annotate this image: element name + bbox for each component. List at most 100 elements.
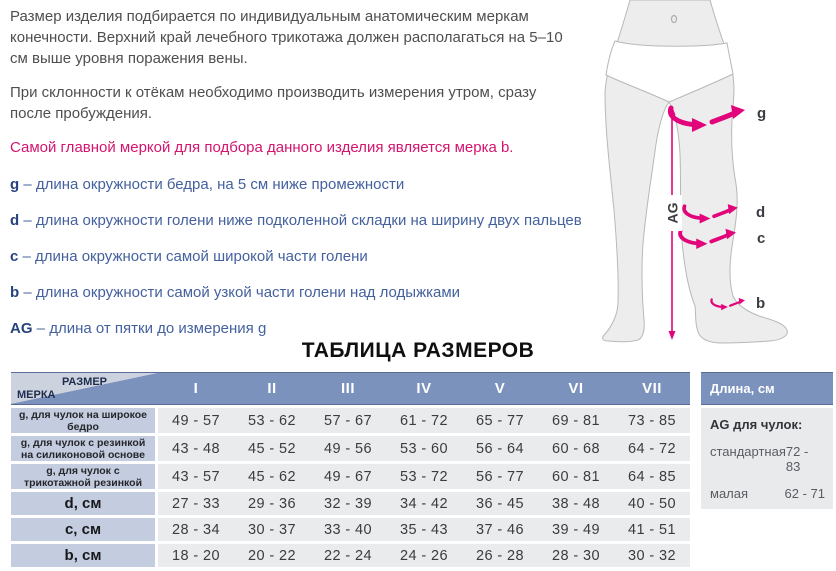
- row-label: g, для чулок на широкое бедро: [11, 408, 155, 433]
- row-label: b, см: [11, 544, 155, 567]
- measure-key: b: [10, 284, 20, 301]
- intro-text: Размер изделия подбирается по индивидуал…: [10, 6, 650, 354]
- table-cell: 45 - 52: [248, 440, 296, 457]
- length-label: стандартная: [710, 444, 786, 459]
- corner-size-label: РАЗМЕР: [61, 376, 108, 388]
- table-cell: 40 - 50: [628, 495, 676, 512]
- size-column-header: III: [340, 380, 355, 397]
- size-table-title: ТАБЛИЦА РАЗМЕРОВ: [301, 339, 535, 362]
- table-cell: 56 - 77: [476, 468, 524, 485]
- measure-key: g: [10, 176, 20, 193]
- measure-text: длина от пятки до измерения g: [49, 320, 267, 337]
- table-cell: 35 - 43: [400, 521, 448, 538]
- table-cell: 49 - 56: [324, 440, 372, 457]
- table-cell: 22 - 24: [324, 547, 372, 564]
- measure-text: длина окружности бедра, на 5 см ниже про…: [35, 176, 405, 193]
- table-cell: 20 - 22: [248, 547, 296, 564]
- table-cell: 26 - 28: [476, 547, 524, 564]
- table-cell: 30 - 32: [628, 547, 676, 564]
- table-cell: 39 - 49: [552, 521, 600, 538]
- measurement-def-d: d – длина окружности голени ниже подколе…: [10, 212, 582, 229]
- table-cell: 60 - 81: [552, 468, 600, 485]
- length-value: 62 - 71: [784, 486, 825, 501]
- table-cell: 18 - 20: [172, 547, 220, 564]
- table-cell: 56 - 64: [476, 440, 524, 457]
- table-cell: 49 - 67: [324, 468, 372, 485]
- size-table: РАЗМЕР МЕРКА I II III IV V VI VII g, для…: [11, 372, 690, 570]
- table-cell: 64 - 85: [628, 468, 676, 485]
- table-cell: 60 - 68: [552, 440, 600, 457]
- table-header-row: РАЗМЕР МЕРКА I II III IV V VI VII: [11, 372, 690, 405]
- table-cell: 45 - 62: [248, 468, 296, 485]
- corner-cell: РАЗМЕР МЕРКА: [11, 373, 158, 404]
- table-cell: 30 - 37: [248, 521, 296, 538]
- diagram-label-g: g: [757, 105, 766, 122]
- size-column-header: II: [267, 380, 277, 397]
- length-panel-header: Длина, см: [701, 372, 833, 405]
- ag-measure-line: AG: [663, 106, 682, 340]
- table-cell: 41 - 51: [628, 521, 676, 538]
- length-row-small: малая 62 - 71: [710, 486, 825, 501]
- ag-line-label: AG: [665, 202, 681, 223]
- table-cell: 33 - 40: [324, 521, 372, 538]
- diagram-label-b: b: [756, 295, 765, 312]
- size-column-header: IV: [416, 380, 432, 397]
- diagram-label-c: c: [757, 230, 765, 247]
- corner-merka-label: МЕРКА: [17, 389, 56, 401]
- measure-text: длина окружности самой широкой части гол…: [35, 248, 368, 265]
- table-cell: 37 - 46: [476, 521, 524, 538]
- measurement-def-g: g – длина окружности бедра, на 5 см ниже…: [10, 176, 405, 193]
- size-column-header: I: [193, 380, 199, 397]
- leg-measurement-diagram: AG g d c b: [600, 0, 836, 350]
- row-label: g, для чулок с трикотажной резинкой: [11, 464, 155, 489]
- key-measure-note: Самой главной меркой для подбора данного…: [10, 139, 514, 156]
- measure-text: длина окружности голени ниже подколенной…: [35, 212, 582, 229]
- table-cell: 49 - 57: [172, 412, 220, 429]
- table-cell: 53 - 62: [248, 412, 296, 429]
- table-row: d, см 27 - 33 29 - 36 32 - 39 34 - 42 36…: [11, 492, 690, 515]
- intro-paragraph-2: При склонности к отёкам необходимо произ…: [10, 84, 537, 122]
- table-cell: 61 - 72: [400, 412, 448, 429]
- size-columns-band: I II III IV V VI VII: [158, 373, 690, 404]
- table-row: g, для чулок с резинкой на силиконовой о…: [11, 436, 690, 461]
- size-column-header: VI: [568, 380, 584, 397]
- table-row: g, для чулок с трикотажной резинкой 43 -…: [11, 464, 690, 489]
- length-panel: Длина, см AG для чулок: стандартная 72 -…: [701, 372, 833, 509]
- diagram-label-d: d: [756, 204, 765, 221]
- table-cell: 73 - 85: [628, 412, 676, 429]
- length-panel-body: AG для чулок: стандартная 72 - 83 малая …: [701, 408, 833, 509]
- table-cell: 24 - 26: [400, 547, 448, 564]
- length-label: малая: [710, 486, 749, 501]
- navel-icon: [670, 14, 678, 24]
- row-label: c, см: [11, 518, 155, 541]
- table-cell: 27 - 33: [172, 495, 220, 512]
- size-column-header: V: [494, 380, 506, 397]
- measure-key: AG: [10, 320, 33, 337]
- table-cell: 53 - 60: [400, 440, 448, 457]
- measure-key: d: [10, 212, 20, 229]
- table-cell: 43 - 48: [172, 440, 220, 457]
- measure-text: длина окружности самой узкой части голен…: [35, 284, 461, 301]
- table-cell: 34 - 42: [400, 495, 448, 512]
- table-cell: 28 - 34: [172, 521, 220, 538]
- measure-key: c: [10, 248, 19, 265]
- intro-paragraph-1: Размер изделия подбирается по индивидуал…: [10, 8, 563, 67]
- table-cell: 57 - 67: [324, 412, 372, 429]
- measurement-def-ag: AG – длина от пятки до измерения g: [10, 320, 267, 337]
- table-row: g, для чулок на широкое бедро 49 - 57 53…: [11, 408, 690, 433]
- table-cell: 29 - 36: [248, 495, 296, 512]
- length-value: 72 - 83: [785, 444, 809, 474]
- table-cell: 69 - 81: [552, 412, 600, 429]
- table-cell: 36 - 45: [476, 495, 524, 512]
- measurement-def-c: c – длина окружности самой широкой части…: [10, 248, 368, 265]
- table-row: c, см 28 - 34 30 - 37 33 - 40 35 - 43 37…: [11, 518, 690, 541]
- table-cell: 65 - 77: [476, 412, 524, 429]
- table-cell: 32 - 39: [324, 495, 372, 512]
- panty-shape: [605, 40, 734, 103]
- length-panel-subtitle: AG для чулок:: [710, 417, 803, 432]
- row-label: g, для чулок с резинкой на силиконовой о…: [11, 436, 155, 461]
- table-cell: 43 - 57: [172, 468, 220, 485]
- table-cell: 28 - 30: [552, 547, 600, 564]
- table-cell: 53 - 72: [400, 468, 448, 485]
- measurement-def-b: b – длина окружности самой узкой части г…: [10, 284, 461, 301]
